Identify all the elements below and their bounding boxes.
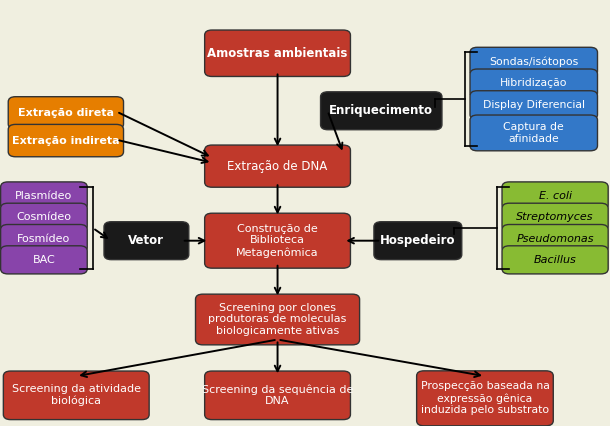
Text: Extração direta: Extração direta <box>18 108 114 118</box>
Text: Pseudomonas: Pseudomonas <box>516 233 594 244</box>
Text: BAC: BAC <box>32 255 56 265</box>
FancyBboxPatch shape <box>1 203 87 231</box>
FancyBboxPatch shape <box>1 246 87 274</box>
Text: Sondas/isótopos: Sondas/isótopos <box>489 57 578 67</box>
FancyBboxPatch shape <box>205 371 350 420</box>
Text: Screening da sequência de
DNA: Screening da sequência de DNA <box>202 384 353 406</box>
FancyBboxPatch shape <box>502 225 608 253</box>
FancyBboxPatch shape <box>470 115 598 151</box>
Text: Hospedeiro: Hospedeiro <box>380 234 456 247</box>
Text: Extração indireta: Extração indireta <box>12 135 120 146</box>
Text: Cosmídeo: Cosmídeo <box>16 212 71 222</box>
Text: Prospecção baseada na
expressão gênica
induzida pelo substrato: Prospecção baseada na expressão gênica i… <box>420 381 550 415</box>
Text: Screening por clones
produtoras de moleculas
biologicamente ativas: Screening por clones produtoras de molec… <box>209 303 346 336</box>
Text: Captura de
afinidade: Captura de afinidade <box>503 122 564 144</box>
FancyBboxPatch shape <box>205 30 350 77</box>
Text: Enriquecimento: Enriquecimento <box>329 104 433 117</box>
Text: E. coli: E. coli <box>539 191 572 201</box>
Text: Screening da atividade
biológica: Screening da atividade biológica <box>12 384 141 406</box>
FancyBboxPatch shape <box>374 222 462 260</box>
Text: Vetor: Vetor <box>128 234 165 247</box>
Text: Extração de DNA: Extração de DNA <box>228 160 328 173</box>
Text: Hibridização: Hibridização <box>500 78 567 89</box>
FancyBboxPatch shape <box>502 182 608 210</box>
FancyBboxPatch shape <box>205 145 350 187</box>
FancyBboxPatch shape <box>1 225 87 253</box>
FancyBboxPatch shape <box>195 294 360 345</box>
FancyBboxPatch shape <box>1 182 87 210</box>
FancyBboxPatch shape <box>502 203 608 231</box>
Text: Construção de
Biblioteca
Metagenômica: Construção de Biblioteca Metagenômica <box>236 224 319 258</box>
Text: Streptomyces: Streptomyces <box>516 212 594 222</box>
FancyBboxPatch shape <box>4 371 149 420</box>
FancyBboxPatch shape <box>502 246 608 274</box>
FancyBboxPatch shape <box>8 124 123 157</box>
Text: Fosmídeo: Fosmídeo <box>17 233 71 244</box>
FancyBboxPatch shape <box>205 213 350 268</box>
FancyBboxPatch shape <box>321 92 442 130</box>
FancyBboxPatch shape <box>470 91 598 120</box>
FancyBboxPatch shape <box>417 371 553 426</box>
FancyBboxPatch shape <box>470 69 598 98</box>
Text: Bacillus: Bacillus <box>534 255 576 265</box>
FancyBboxPatch shape <box>470 47 598 76</box>
FancyBboxPatch shape <box>104 222 189 260</box>
Text: Plasmídeo: Plasmídeo <box>15 191 73 201</box>
FancyBboxPatch shape <box>8 97 123 129</box>
Text: Amostras ambientais: Amostras ambientais <box>207 47 348 60</box>
Text: Display Diferencial: Display Diferencial <box>483 100 585 110</box>
